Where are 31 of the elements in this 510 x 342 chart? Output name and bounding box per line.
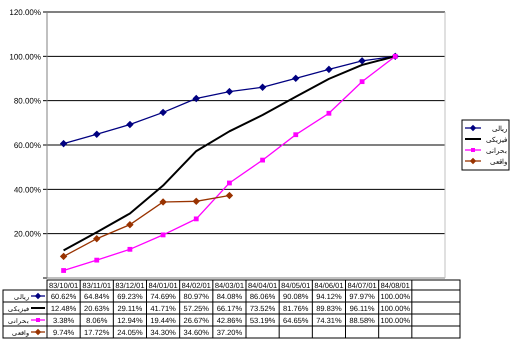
point <box>326 110 332 116</box>
point <box>259 84 266 91</box>
point <box>160 198 167 206</box>
point <box>226 192 233 200</box>
point <box>292 74 300 82</box>
point <box>160 108 167 116</box>
y-tick-label: 20.00% <box>14 230 41 239</box>
point <box>192 95 200 102</box>
point <box>260 158 265 162</box>
y-tick-label: 40.00% <box>14 185 41 194</box>
point <box>126 121 134 128</box>
y-tick-label: 60.00% <box>14 141 41 150</box>
y-tick-label: 80.00% <box>14 96 41 106</box>
point <box>60 140 68 148</box>
point <box>160 232 166 238</box>
point <box>61 268 66 273</box>
point <box>226 88 233 96</box>
point <box>128 246 132 252</box>
point <box>358 57 366 64</box>
point <box>93 235 100 242</box>
y-tick-label: 120.00% <box>9 8 41 17</box>
point <box>227 180 232 186</box>
point <box>60 252 68 260</box>
point <box>94 258 100 263</box>
point <box>126 221 134 228</box>
y-tick-label: 100.00% <box>9 52 41 62</box>
point <box>192 198 200 205</box>
point <box>93 130 100 138</box>
point <box>325 66 332 73</box>
point <box>194 216 199 222</box>
point <box>360 79 364 84</box>
